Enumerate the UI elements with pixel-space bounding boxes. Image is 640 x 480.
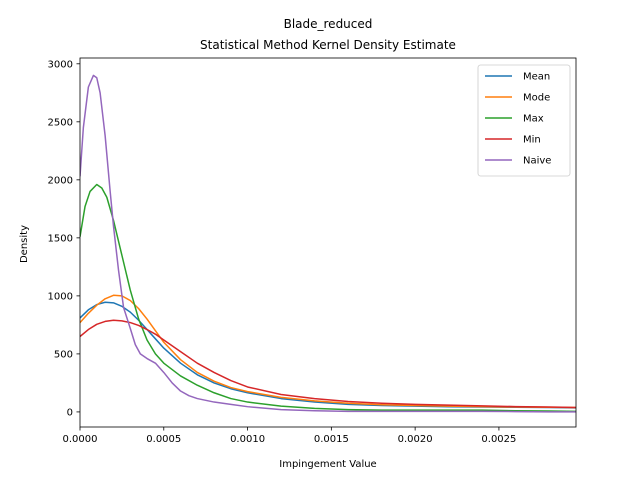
y-tick-label: 2000 [48,175,73,186]
y-tick-label: 3000 [48,59,73,70]
x-tick-label: 0.0005 [146,434,181,445]
series-line-naive [80,74,576,413]
y-tick-label: 0 [67,407,73,418]
x-tick-label: 0.0015 [314,434,349,445]
legend-label-naive: Naive [523,156,551,167]
y-tick-label: 1500 [48,233,73,244]
x-axis-label: Impingement Value [279,459,376,470]
plot-area: 0.0000 0.0005 0.0010 0.0015 0.0020 0.0025 0 500… [48,57,577,445]
x-tick-label: 0.0020 [398,434,433,445]
series-line-min [80,319,576,409]
legend-label-mean: Mean [523,72,550,83]
chart-title: Blade_reduced [284,17,373,31]
legend-label-mode: Mode [523,93,550,104]
series-line-mode [80,294,576,409]
y-tick-label: 1000 [48,291,73,302]
y-axis-label: Density [19,225,30,263]
legend-label-max: Max [523,114,544,125]
y-tick-label: 500 [54,349,73,360]
x-tick-label: 0.0000 [63,434,98,445]
x-tick-label: 0.0010 [230,434,265,445]
plot-frame [79,57,577,428]
chart-subtitle: Statistical Method Kernel Density Estima… [200,38,456,52]
y-tick-label: 2500 [48,117,73,128]
legend-label-min: Min [523,135,541,146]
legend-box [477,64,571,177]
series-line-max [80,183,576,413]
x-tick-label: 0.0025 [481,434,516,445]
